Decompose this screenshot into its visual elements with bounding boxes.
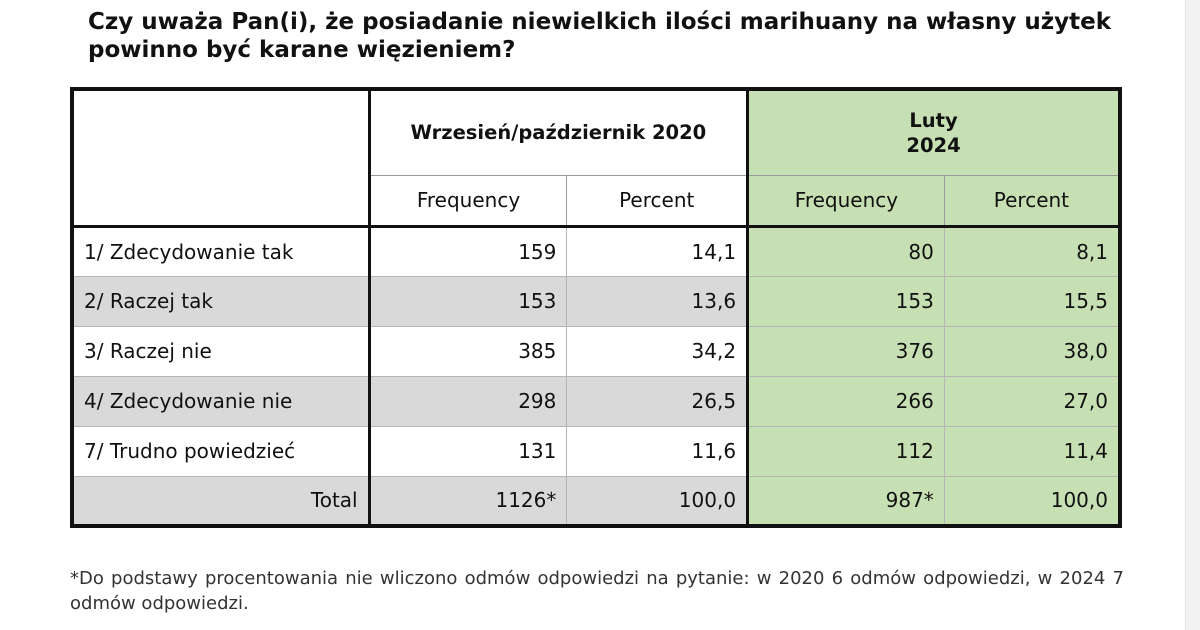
header-percent-2020: Percent bbox=[566, 175, 749, 228]
percent-2024-cell: 38,0 bbox=[943, 325, 1120, 376]
percent-2020-cell: 26,5 bbox=[566, 375, 748, 426]
frequency-2020-cell: 385 bbox=[368, 325, 567, 376]
header-period-2024-year: 2024 bbox=[906, 133, 961, 157]
header-percent-2024: Percent bbox=[943, 175, 1120, 228]
frequency-2020-cell: 153 bbox=[368, 275, 567, 326]
percent-2024-cell: 11,4 bbox=[943, 425, 1120, 476]
question-title: Czy uważa Pan(i), że posiadanie niewielk… bbox=[88, 9, 1112, 63]
row-label: 2/ Raczej tak bbox=[72, 275, 371, 326]
percent-2020-cell: 34,2 bbox=[566, 325, 748, 376]
scrollbar-gutter[interactable] bbox=[1185, 0, 1200, 630]
percent-2020-cell: 13,6 bbox=[566, 275, 748, 326]
total-frequency-2020-cell: 1126* bbox=[368, 475, 567, 526]
footnote: *Do podstawy procentowania nie wliczono … bbox=[70, 568, 1124, 614]
percent-2020-cell: 14,1 bbox=[566, 226, 748, 276]
frequency-2020-cell: 131 bbox=[368, 425, 567, 476]
header-blank-cell bbox=[72, 89, 371, 228]
header-frequency-2020: Frequency bbox=[367, 175, 568, 228]
table-row: 4/ Zdecydowanie nie 298 26,5 266 27,0 bbox=[72, 375, 1120, 426]
frequency-2024-cell: 80 bbox=[746, 226, 945, 276]
frequency-2020-cell: 298 bbox=[368, 375, 567, 426]
total-percent-2020-cell: 100,0 bbox=[566, 475, 748, 526]
percent-2024-cell: 15,5 bbox=[943, 275, 1120, 326]
row-label: 3/ Raczej nie bbox=[72, 325, 371, 376]
results-table: Wrzesień/październik 2020 Luty 2024 Freq… bbox=[70, 87, 1122, 528]
header-frequency-2024: Frequency bbox=[746, 175, 945, 228]
header-period-2024-month: Luty bbox=[909, 108, 958, 132]
frequency-2024-cell: 266 bbox=[746, 375, 945, 426]
total-percent-2024-cell: 100,0 bbox=[943, 475, 1120, 526]
total-frequency-2024-cell: 987* bbox=[746, 475, 945, 526]
table-row: 1/ Zdecydowanie tak 159 14,1 80 8,1 bbox=[72, 226, 1120, 276]
frequency-2024-cell: 153 bbox=[746, 275, 945, 326]
table-row: 2/ Raczej tak 153 13,6 153 15,5 bbox=[72, 275, 1120, 326]
row-label: 4/ Zdecydowanie nie bbox=[72, 375, 371, 426]
table-row: 7/ Trudno powiedzieć 131 11,6 112 11,4 bbox=[72, 425, 1120, 476]
total-label: Total bbox=[72, 475, 371, 526]
percent-2024-cell: 8,1 bbox=[943, 226, 1120, 276]
percent-2020-cell: 11,6 bbox=[566, 425, 748, 476]
frequency-2024-cell: 376 bbox=[746, 325, 945, 376]
total-row: Total 1126* 100,0 987* 100,0 bbox=[72, 475, 1120, 526]
percent-2024-cell: 27,0 bbox=[943, 375, 1120, 426]
header-row-measures: Frequency Percent Frequency Percent bbox=[72, 175, 1120, 228]
row-label: 7/ Trudno powiedzieć bbox=[72, 425, 371, 476]
header-period-2024: Luty 2024 bbox=[746, 87, 1122, 176]
table-row: 3/ Raczej nie 385 34,2 376 38,0 bbox=[72, 325, 1120, 376]
row-label: 1/ Zdecydowanie tak bbox=[72, 226, 371, 276]
frequency-2020-cell: 159 bbox=[368, 226, 567, 276]
header-period-2020: Wrzesień/październik 2020 bbox=[367, 87, 750, 176]
frequency-2024-cell: 112 bbox=[746, 425, 945, 476]
header-row-periods: Wrzesień/październik 2020 Luty 2024 bbox=[72, 87, 1122, 228]
